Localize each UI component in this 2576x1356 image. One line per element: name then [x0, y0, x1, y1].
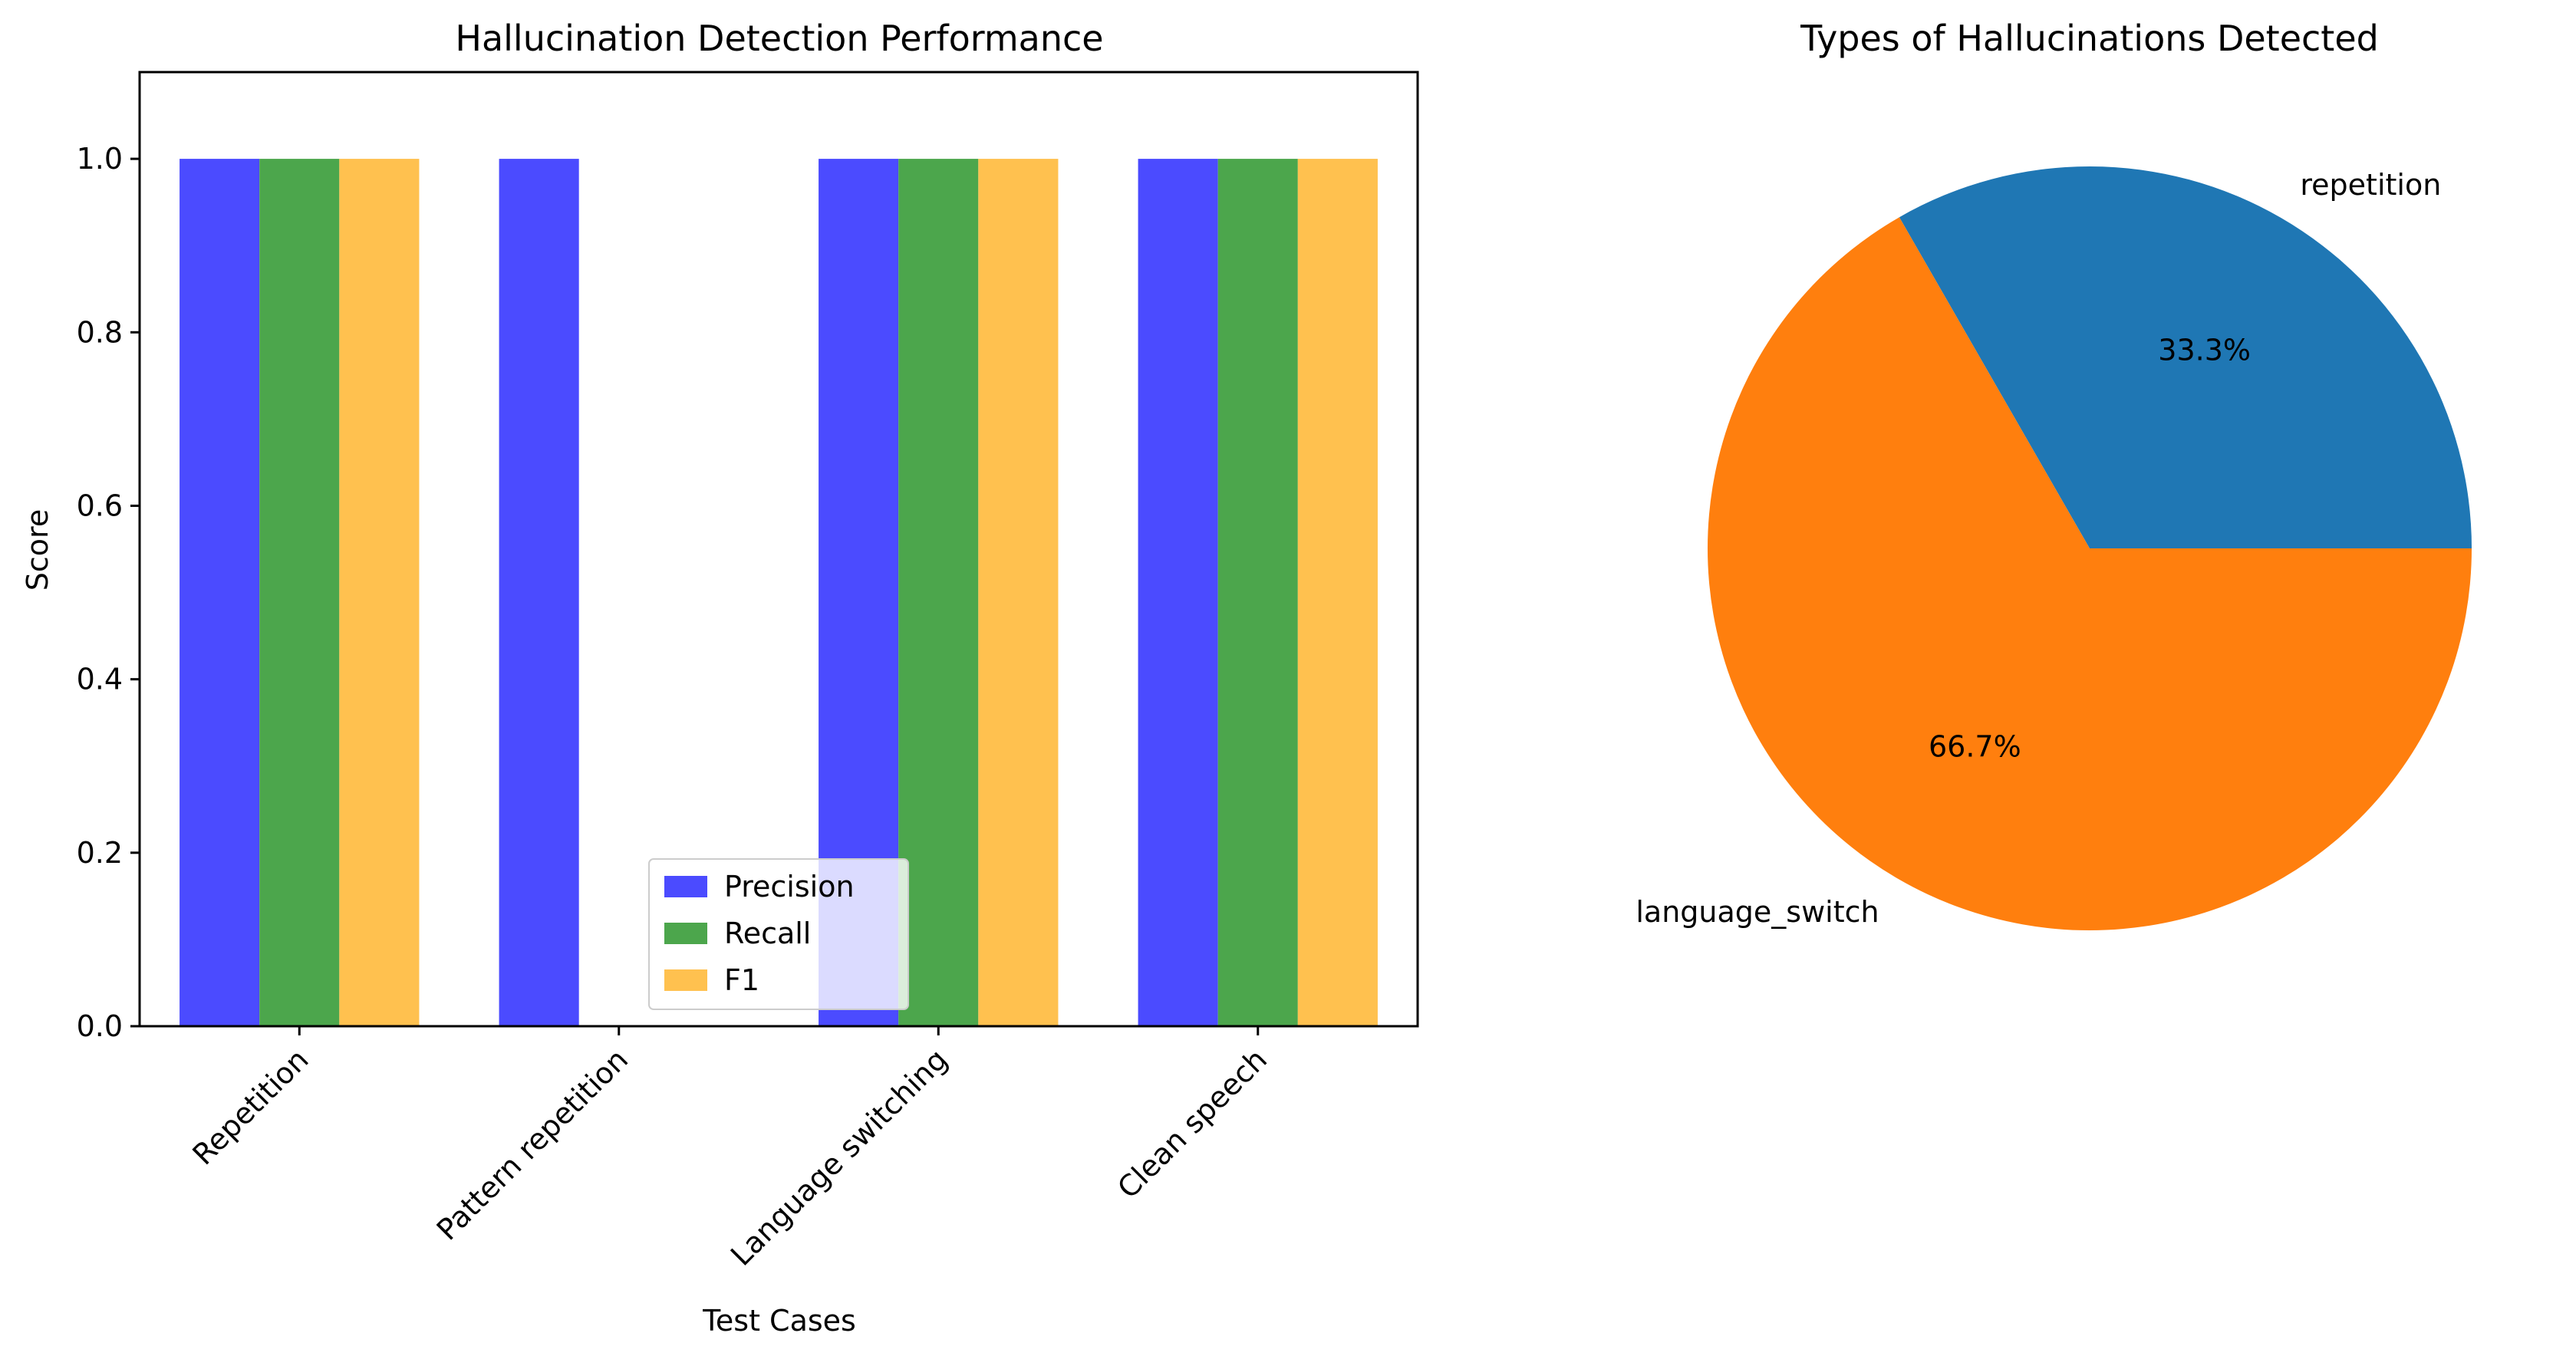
legend-label-recall: Recall — [724, 917, 811, 950]
y-tick-label: 0.8 — [77, 315, 123, 349]
pie-percent-repetition: 33.3% — [2158, 333, 2251, 367]
bar-precision-repetition — [180, 159, 260, 1026]
legend-swatch-recall — [664, 923, 707, 944]
pie-chart-labels: 33.3% repetition 66.7% language_switch — [1636, 168, 2441, 929]
y-tick-label: 0.2 — [77, 836, 123, 870]
bar-recall-language-switching — [898, 159, 979, 1026]
legend-label-precision: Precision — [724, 870, 855, 903]
pie-chart: Types of Hallucinations Detected 33.3% re… — [1636, 18, 2472, 930]
pie-slice-repetition — [1899, 166, 2472, 548]
y-tick-label: 1.0 — [77, 142, 123, 176]
x-tick-label-repetition: Repetition — [186, 1042, 315, 1171]
bar-chart-marks — [180, 159, 1378, 1026]
bar-chart: Hallucination Detection Performance 0.00… — [21, 18, 1419, 1338]
legend: Precision Recall F1 — [648, 858, 909, 1010]
legend-swatch-f1 — [664, 969, 707, 991]
x-tick-label-pattern-repetition: Pattern repetition — [430, 1042, 634, 1246]
bar-chart-title: Hallucination Detection Performance — [455, 18, 1103, 59]
y-axis-ticks: 0.0 0.2 0.4 0.6 0.8 1.0 — [77, 142, 140, 1043]
legend-label-f1: F1 — [724, 963, 759, 997]
x-tick-label-language-switching: Language switching — [724, 1042, 954, 1272]
bar-f1-clean-speech — [1297, 159, 1378, 1026]
pie-label-repetition: repetition — [2300, 168, 2441, 202]
legend-swatch-precision — [664, 876, 707, 897]
plot-frame — [138, 71, 1419, 1028]
bar-recall-repetition — [259, 159, 340, 1026]
y-tick-label: 0.4 — [77, 663, 123, 696]
bar-chart-axes — [138, 71, 1419, 1028]
x-tick-label-clean-speech: Clean speech — [1111, 1042, 1273, 1205]
x-axis-label: Test Cases — [702, 1304, 856, 1338]
y-tick-label: 0.0 — [77, 1009, 123, 1043]
bar-precision-pattern-repetition — [499, 159, 579, 1026]
pie-percent-language-switch: 66.7% — [1929, 730, 2021, 764]
pie-slice-language-switch — [1707, 217, 2472, 930]
bar-f1-language-switching — [978, 159, 1059, 1026]
pie-label-language-switch: language_switch — [1636, 895, 1879, 929]
y-axis-label: Score — [21, 509, 54, 591]
x-axis-ticks: Repetition Pattern repetition Language swi… — [186, 1026, 1273, 1272]
pie-chart-title: Types of Hallucinations Detected — [1800, 18, 2379, 59]
pie-chart-marks — [1707, 166, 2472, 930]
bar-recall-clean-speech — [1217, 159, 1298, 1026]
bar-f1-repetition — [339, 159, 420, 1026]
y-tick-label: 0.6 — [77, 489, 123, 522]
bar-precision-clean-speech — [1138, 159, 1218, 1026]
legend-box — [648, 858, 909, 1010]
